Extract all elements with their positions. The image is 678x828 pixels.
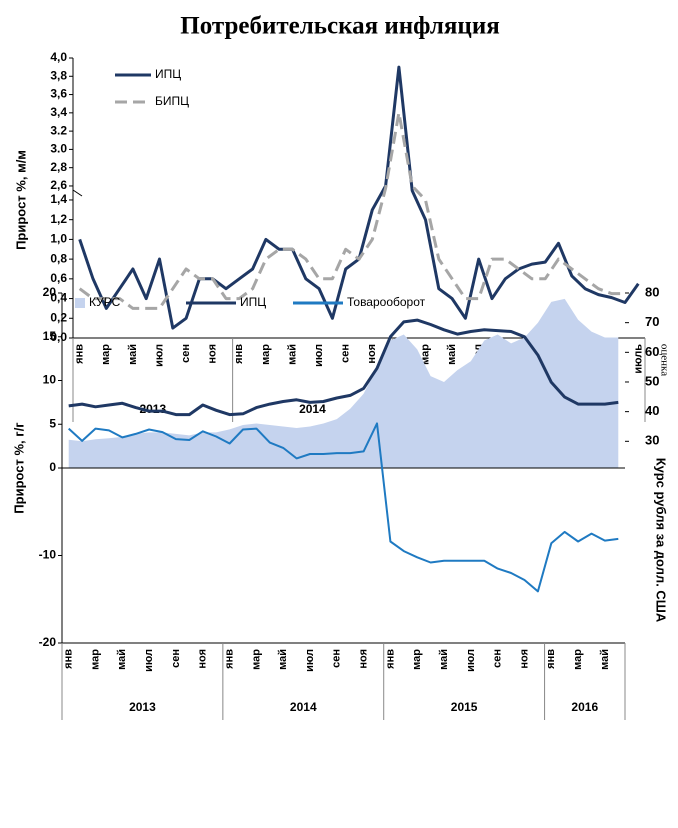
x-tick-label: июль bbox=[632, 344, 644, 374]
legend-label: КУРС bbox=[89, 295, 121, 309]
x-tick-label: май bbox=[116, 649, 128, 670]
year-label: 2014 bbox=[290, 700, 317, 714]
y2-axis-label: Курс рубля за долл. США bbox=[654, 458, 669, 623]
x-tick-label: сен bbox=[340, 344, 352, 363]
y-tick-label: 10 bbox=[43, 373, 57, 387]
x-tick-label: ноя bbox=[207, 344, 219, 364]
legend-swatch bbox=[75, 298, 85, 308]
x-tick-label: сен bbox=[331, 649, 343, 668]
y-tick-label: 20 bbox=[43, 285, 57, 299]
x-tick-label: мар bbox=[572, 649, 584, 670]
y-tick-label: 1,2 bbox=[50, 212, 67, 226]
x-tick-label: ноя bbox=[518, 649, 530, 669]
y2-tick-label: 40 bbox=[645, 403, 659, 418]
y-tick-label: 4,0 bbox=[50, 50, 67, 64]
x-tick-label: май bbox=[127, 344, 139, 365]
y2-tick-label: 50 bbox=[645, 373, 659, 388]
y-tick-label: 1,0 bbox=[50, 232, 67, 246]
y-tick-label: 2,8 bbox=[50, 160, 67, 174]
year-label: 2013 bbox=[129, 700, 156, 714]
y-tick-label: 3.0 bbox=[50, 142, 67, 156]
x-tick-label: июл bbox=[304, 649, 316, 672]
y2-tick-label: 30 bbox=[645, 433, 659, 448]
y-tick-label: 0,6 bbox=[50, 271, 67, 285]
line bbox=[68, 422, 619, 593]
y-tick-label: 0,8 bbox=[50, 251, 67, 265]
x-tick-label: ноя bbox=[366, 344, 378, 364]
legend-label: БИПЦ bbox=[155, 94, 189, 108]
x-tick-label: янв bbox=[233, 344, 245, 364]
x-tick-label: мар bbox=[411, 649, 423, 670]
legend-label: ИПЦ bbox=[240, 295, 266, 309]
x-tick-label: янв bbox=[384, 649, 396, 669]
legend-label: Товарооборот bbox=[347, 295, 426, 309]
y-tick-label: -20 bbox=[39, 635, 57, 649]
chart-title: Потребительская инфляция bbox=[180, 13, 500, 40]
y-tick-label: 0,4 bbox=[50, 291, 67, 305]
y2-tick-label: 60 bbox=[645, 344, 659, 359]
x-tick-label: июл bbox=[153, 344, 165, 367]
x-tick-label: янв bbox=[223, 649, 235, 669]
x-tick-label: мар bbox=[89, 649, 101, 670]
x-tick-label: ноя bbox=[197, 649, 209, 669]
legend-label: ИПЦ bbox=[155, 67, 181, 81]
x-tick-label: янв bbox=[545, 649, 557, 669]
y-tick-label: 3,4 bbox=[50, 105, 67, 119]
x-tick-label: мар bbox=[100, 344, 112, 365]
x-tick-label: май bbox=[438, 649, 450, 670]
y-tick-label: 0,2 bbox=[50, 310, 67, 324]
x-tick-label: мар bbox=[250, 649, 262, 670]
x-tick-label: янв bbox=[63, 649, 75, 669]
x-tick-label: сен bbox=[492, 649, 504, 668]
year-label: 2013 bbox=[139, 402, 166, 416]
y-axis-label: Прирост %, м/м bbox=[13, 150, 28, 250]
x-tick-label: июл bbox=[143, 649, 155, 672]
y-tick-label: 2,6 bbox=[50, 178, 67, 192]
y-tick-label: 15 bbox=[43, 329, 57, 343]
y2-tick-label: 80 bbox=[645, 284, 659, 299]
y2-tick-label: 70 bbox=[645, 314, 659, 329]
y-axis-label: Прирост %, г/г bbox=[11, 422, 26, 514]
x-tick-label: май bbox=[286, 344, 298, 365]
x-tick-label: мар bbox=[419, 344, 431, 365]
x-tick-label: июл bbox=[313, 344, 325, 367]
x-tick-label: май bbox=[277, 649, 289, 670]
y-tick-label: 0 bbox=[49, 460, 56, 474]
x-tick-label: июл bbox=[465, 649, 477, 672]
line bbox=[78, 111, 625, 310]
y-tick-label: 3,6 bbox=[50, 87, 67, 101]
year-label: 2014 bbox=[299, 402, 326, 416]
x-tick-label: мар bbox=[260, 344, 272, 365]
line bbox=[68, 318, 619, 417]
y-tick-label: 3,8 bbox=[50, 68, 67, 82]
y-tick-label: -10 bbox=[39, 548, 57, 562]
x-tick-label: май bbox=[599, 649, 611, 670]
year-label: 2015 bbox=[451, 700, 478, 714]
y-tick-label: 1,4 bbox=[50, 192, 67, 206]
area bbox=[68, 298, 619, 468]
x-tick-label: сен bbox=[180, 344, 192, 363]
y-tick-label: 3.2 bbox=[50, 123, 67, 137]
annotation: оценка bbox=[658, 344, 670, 376]
y-tick-label: 5 bbox=[49, 416, 56, 430]
axis-break bbox=[72, 189, 83, 197]
x-tick-label: май bbox=[446, 344, 458, 365]
year-label: 2016 bbox=[571, 700, 598, 714]
x-tick-label: ноя bbox=[358, 649, 370, 669]
x-tick-label: янв bbox=[74, 344, 86, 364]
x-tick-label: сен bbox=[170, 649, 182, 668]
